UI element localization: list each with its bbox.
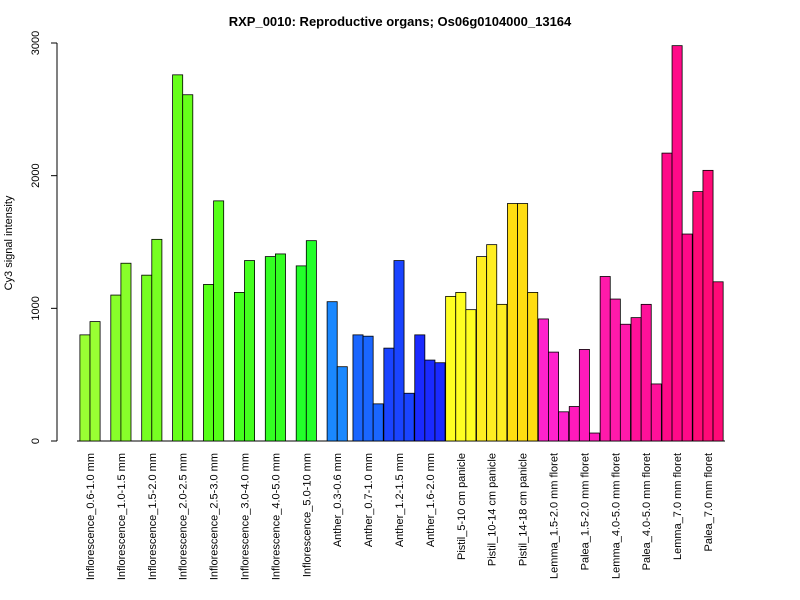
bar bbox=[671, 45, 683, 442]
category-labels: Inflorescence_0.6-1.0 mm Inflorescence_1.… bbox=[85, 453, 715, 580]
y-tick-label: 2000 bbox=[30, 163, 42, 187]
bar bbox=[537, 318, 549, 442]
category-label: Pistil_10-14 cm panicle bbox=[487, 453, 499, 566]
bar bbox=[141, 274, 153, 442]
bar bbox=[326, 301, 338, 442]
bar bbox=[496, 303, 508, 442]
bar bbox=[476, 256, 488, 442]
bar bbox=[424, 359, 436, 442]
bar bbox=[712, 281, 724, 442]
bar bbox=[619, 323, 631, 442]
category-label: Inflorescence_4.0-5.0 mm bbox=[270, 453, 282, 580]
bar bbox=[79, 334, 91, 442]
bar bbox=[403, 392, 415, 442]
category-label: Inflorescence_5.0-10 mm bbox=[301, 453, 313, 577]
bar bbox=[213, 200, 225, 442]
bar bbox=[568, 406, 580, 442]
bar bbox=[630, 317, 642, 442]
bar bbox=[486, 244, 498, 442]
bar bbox=[558, 411, 570, 442]
bar bbox=[352, 334, 364, 442]
category-label: Anther_1.2-1.5 mm bbox=[394, 453, 406, 547]
bar bbox=[692, 191, 704, 442]
category-label: Inflorescence_0.6-1.0 mm bbox=[85, 453, 97, 580]
bars bbox=[79, 45, 724, 442]
category-label: Lemma_7.0 mm floret bbox=[672, 453, 684, 560]
bar bbox=[434, 362, 446, 442]
bar bbox=[336, 366, 348, 442]
category-label: Anther_1.6-2.0 mm bbox=[425, 453, 437, 547]
category-label: Inflorescence_1.5-2.0 mm bbox=[147, 453, 159, 580]
category-label: Inflorescence_1.0-1.5 mm bbox=[116, 453, 128, 580]
bar bbox=[383, 347, 395, 442]
bar bbox=[89, 321, 101, 442]
category-label: Palea_1.5-2.0 mm floret bbox=[579, 453, 591, 570]
bar bbox=[110, 294, 122, 442]
bar bbox=[182, 94, 194, 442]
category-label: Inflorescence_2.5-3.0 mm bbox=[209, 453, 221, 580]
category-label: Lemma_4.0-5.0 mm floret bbox=[610, 453, 622, 579]
bar bbox=[172, 74, 184, 442]
bar bbox=[295, 265, 307, 442]
bar bbox=[589, 432, 600, 442]
bar bbox=[661, 152, 673, 442]
bar bbox=[609, 298, 621, 442]
bar bbox=[393, 260, 405, 442]
bar bbox=[244, 260, 256, 442]
y-axis-label: Cy3 signal intensity bbox=[3, 195, 15, 290]
bar bbox=[548, 351, 559, 442]
bar bbox=[640, 303, 652, 442]
bar bbox=[455, 292, 467, 442]
category-label: Pistil_5-10 cm panicle bbox=[456, 453, 468, 560]
category-label: Anther_0.3-0.6 mm bbox=[332, 453, 344, 547]
bar bbox=[274, 253, 286, 442]
bar bbox=[702, 169, 714, 442]
bar bbox=[507, 203, 518, 442]
bar bbox=[362, 335, 374, 442]
bar bbox=[414, 334, 426, 442]
bar bbox=[599, 276, 611, 442]
category-label: Palea_4.0-5.0 mm floret bbox=[641, 453, 653, 570]
bar bbox=[233, 292, 245, 442]
category-label: Palea_7.0 mm floret bbox=[703, 453, 715, 551]
category-label: Pistil_14-18 cm panicle bbox=[518, 453, 530, 566]
chart-title: RXP_0010: Reproductive organs; Os06g0104… bbox=[229, 14, 572, 29]
bar bbox=[203, 284, 215, 442]
bar bbox=[681, 233, 693, 442]
category-label: Lemma_1.5-2.0 mm floret bbox=[549, 453, 561, 579]
bar bbox=[372, 403, 384, 442]
bar bbox=[120, 262, 132, 442]
bar bbox=[578, 349, 590, 442]
bar bbox=[517, 203, 529, 442]
bar bbox=[527, 292, 539, 442]
bar bbox=[305, 240, 317, 442]
bar bbox=[264, 256, 276, 442]
y-tick-label: 0 bbox=[30, 438, 42, 444]
y-tick-label: 3000 bbox=[30, 31, 42, 55]
category-label: Anther_0.7-1.0 mm bbox=[363, 453, 375, 547]
bar bbox=[151, 238, 163, 442]
bar bbox=[445, 295, 457, 442]
bar bbox=[465, 309, 477, 442]
y-axis: 0 1000 2000 3000 bbox=[30, 31, 58, 444]
category-label: Inflorescence_3.0-4.0 mm bbox=[240, 453, 252, 580]
category-label: Inflorescence_2.0-2.5 mm bbox=[178, 453, 190, 580]
y-tick-label: 1000 bbox=[30, 296, 42, 320]
bar bbox=[650, 383, 662, 442]
